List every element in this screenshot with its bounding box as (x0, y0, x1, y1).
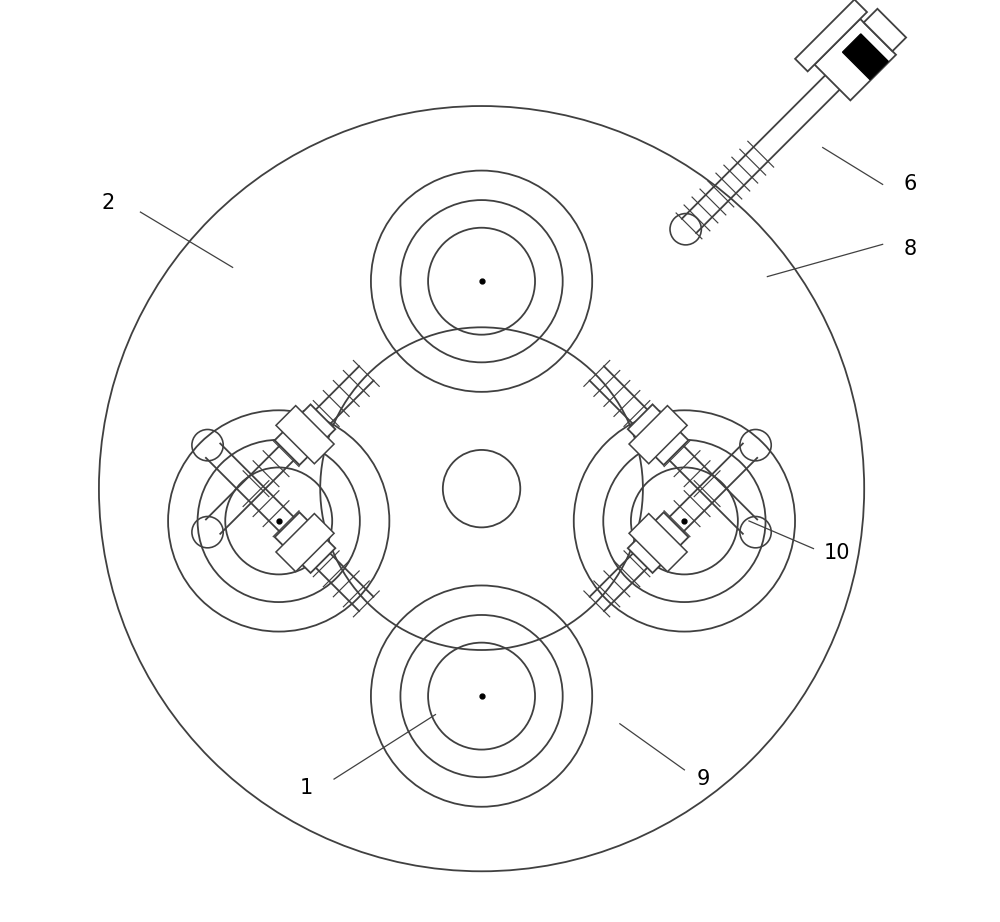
Text: 2: 2 (102, 193, 115, 213)
Text: 10: 10 (823, 543, 850, 563)
Polygon shape (275, 405, 335, 465)
Polygon shape (628, 405, 688, 465)
Text: 6: 6 (904, 174, 917, 195)
Text: 1: 1 (300, 778, 313, 798)
Polygon shape (843, 34, 888, 79)
Polygon shape (864, 9, 906, 51)
Polygon shape (815, 18, 896, 100)
Polygon shape (629, 514, 687, 572)
Polygon shape (275, 513, 335, 573)
Polygon shape (629, 406, 687, 464)
Polygon shape (276, 406, 334, 464)
Polygon shape (795, 0, 867, 71)
Polygon shape (628, 513, 688, 573)
Text: 9: 9 (696, 769, 710, 789)
Polygon shape (276, 514, 334, 572)
Text: 8: 8 (904, 239, 917, 259)
